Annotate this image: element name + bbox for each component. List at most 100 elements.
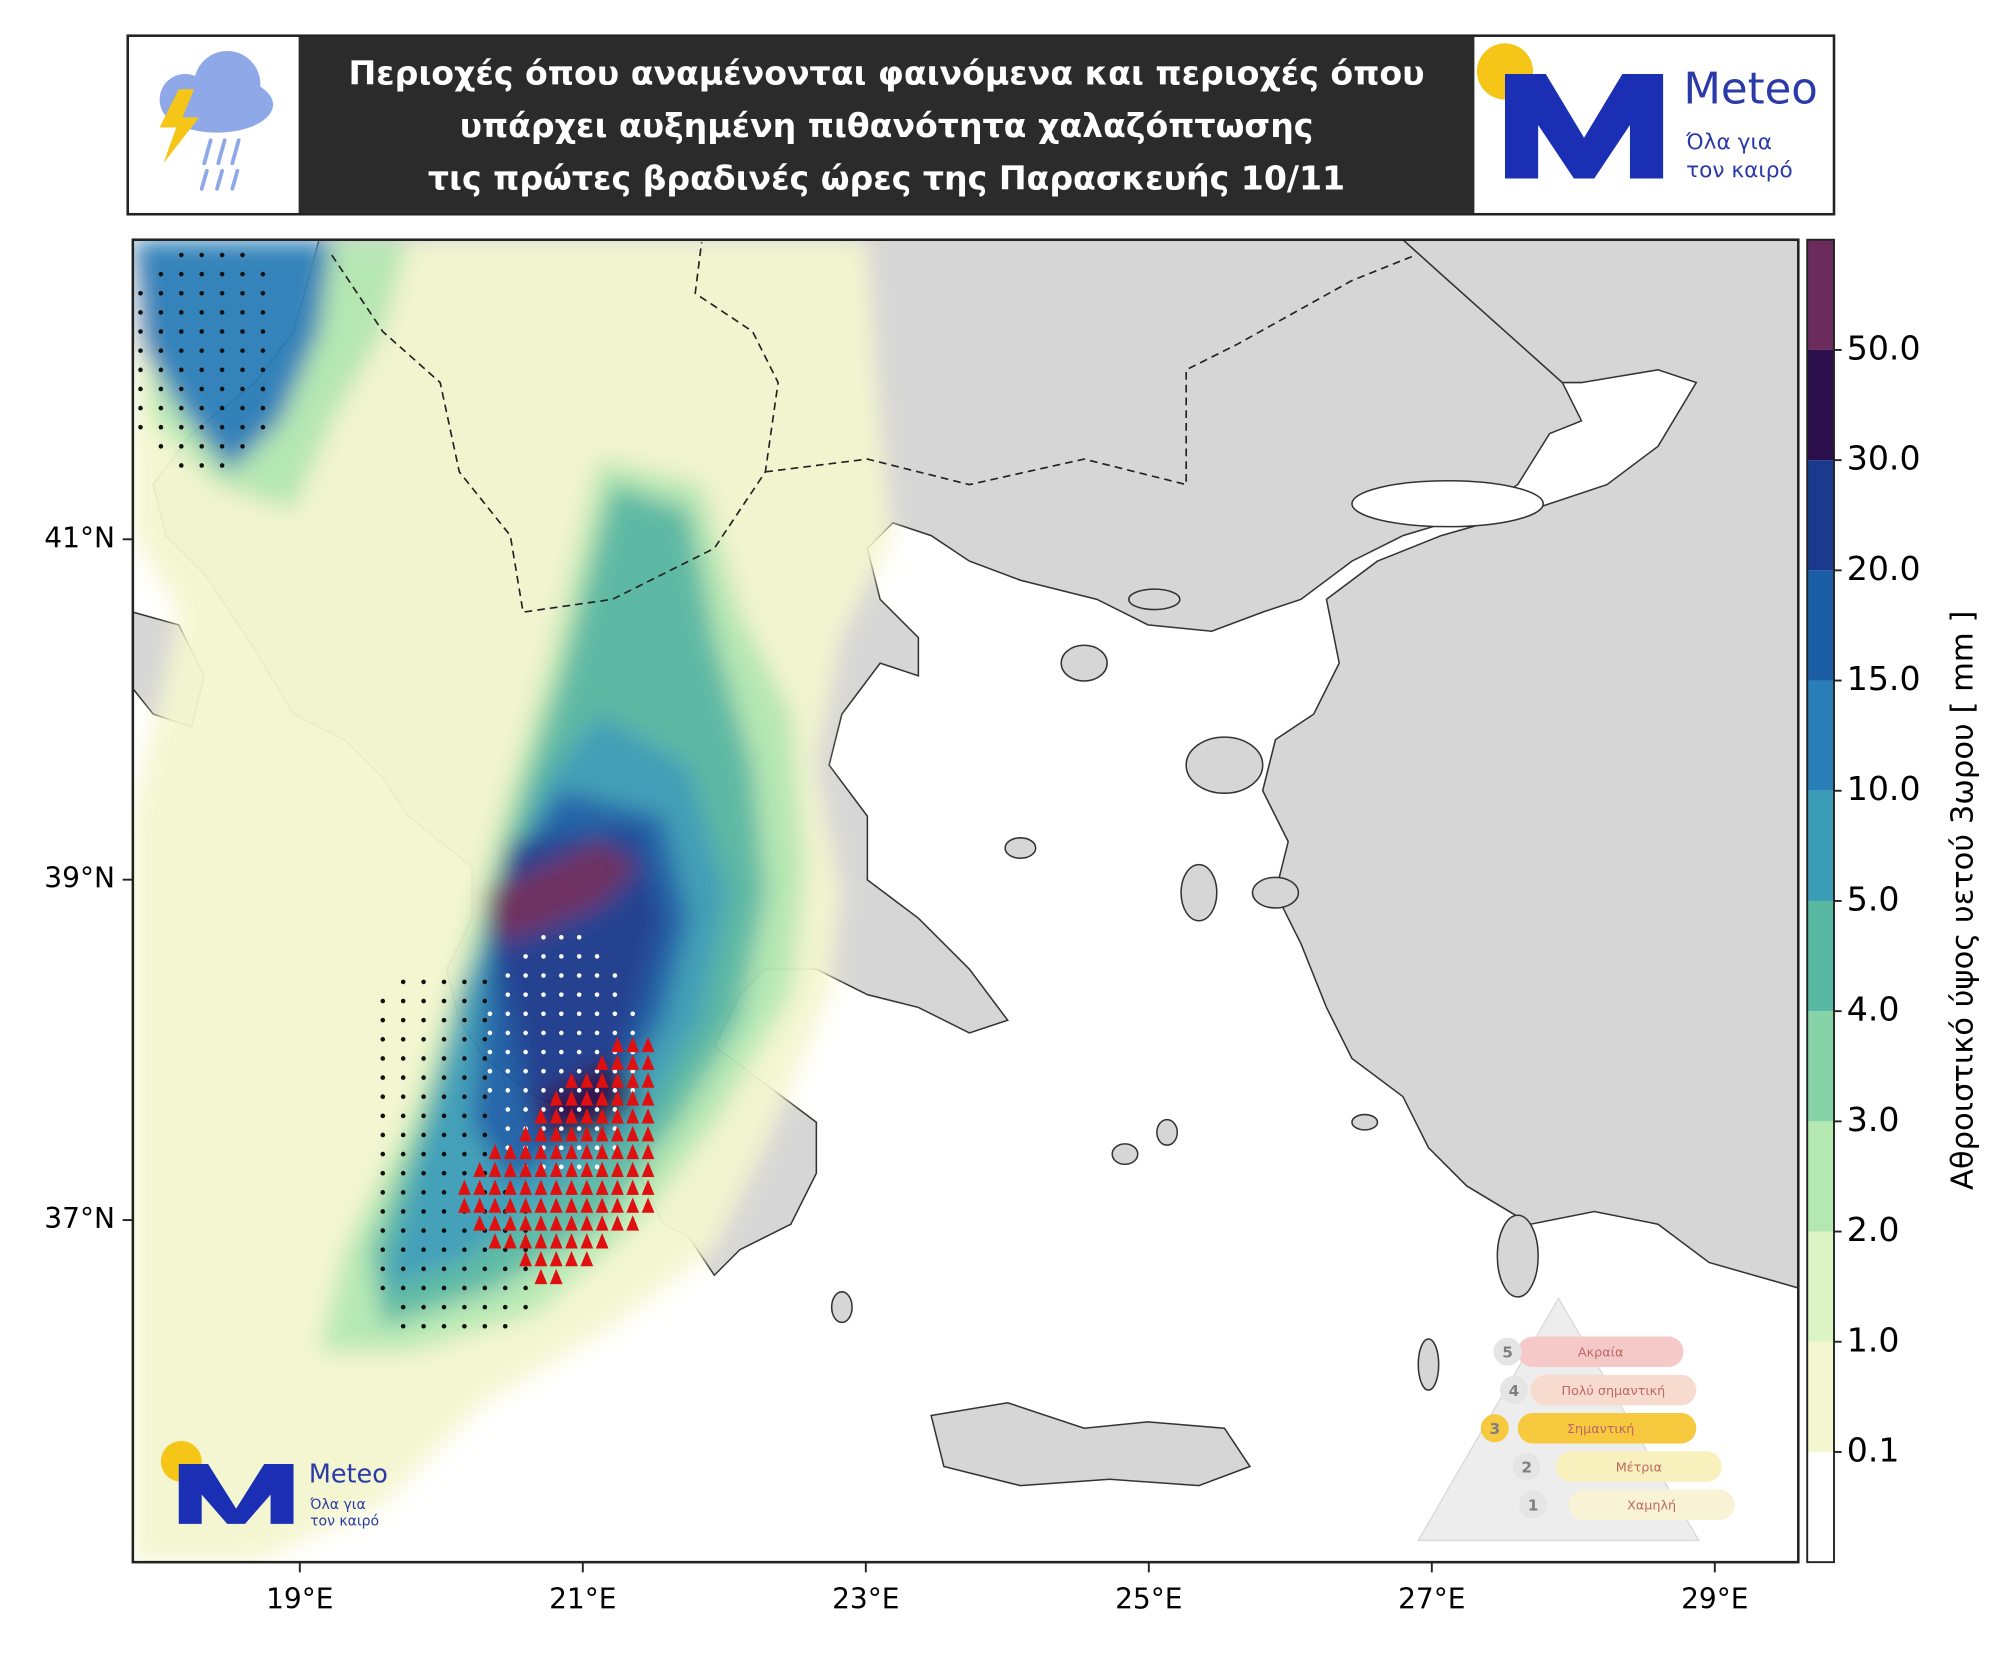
phenomena-dot <box>138 291 143 296</box>
hail-dot <box>541 934 546 940</box>
hail-dot <box>576 954 582 959</box>
hail-dot <box>523 1011 528 1017</box>
phenomena-dot <box>421 1170 426 1176</box>
hail-dot <box>505 1030 511 1036</box>
phenomena-dot <box>421 1285 426 1291</box>
hail-triangle <box>534 1197 548 1213</box>
phenomena-dot <box>138 329 143 334</box>
hail-dot <box>541 992 546 997</box>
hail-triangle <box>641 1054 655 1070</box>
phenomena-dot <box>400 1266 406 1272</box>
phenomena-dot <box>441 1209 447 1214</box>
hail-triangle <box>519 1233 532 1249</box>
phenomena-dot <box>400 1094 406 1099</box>
phenomena-dot <box>523 1266 528 1272</box>
colorbar-bin <box>1807 1341 1834 1452</box>
hail-dot <box>559 1068 564 1074</box>
phenomena-dot <box>219 444 225 449</box>
hail-dot <box>594 1088 600 1093</box>
phenomena-dot <box>523 1304 528 1310</box>
hail-triangle <box>473 1179 487 1195</box>
hail-triangle <box>580 1143 594 1160</box>
phenomena-dot <box>260 310 266 315</box>
phenomena-dot <box>421 1228 426 1233</box>
axes: 19°E 21°E 23°E 25°E 27°E 29°E 37°N 39°N 41°N <box>44 521 1748 1615</box>
phenomena-dot <box>462 1075 467 1080</box>
hail-dot <box>630 1030 636 1036</box>
colorbar-tick-label: 50.0 <box>1847 328 1921 367</box>
risk-number: 2 <box>1521 1458 1532 1476</box>
hail-triangle <box>641 1072 655 1088</box>
hail-triangle <box>534 1143 548 1160</box>
hail-triangle <box>503 1161 517 1178</box>
x-tick-label: 29°E <box>1681 1582 1748 1615</box>
colorbar-tick-label: 4.0 <box>1847 990 1900 1029</box>
hail-dot <box>559 992 564 997</box>
colorbar-tick-label: 5.0 <box>1847 879 1900 918</box>
phenomena-dot <box>199 444 205 449</box>
hail-triangle <box>488 1143 502 1160</box>
colorbar-bin <box>1807 239 1834 350</box>
hail-triangle <box>611 1090 624 1106</box>
phenomena-dot <box>240 252 245 258</box>
phenomena-dot <box>441 1017 447 1023</box>
phenomena-dot <box>179 271 184 277</box>
hail-triangle <box>503 1143 517 1160</box>
colorbar-bin <box>1807 900 1834 1012</box>
phenomena-dot <box>158 329 164 334</box>
phenomena-dot <box>380 1285 386 1291</box>
hail-dot <box>523 954 528 959</box>
hail-triangle <box>458 1179 471 1195</box>
phenomena-dot <box>482 1266 488 1272</box>
colorbar-bin <box>1807 1231 1834 1342</box>
hail-triangle <box>549 1233 563 1249</box>
hail-triangle <box>595 1108 609 1124</box>
hail-triangle <box>611 1179 624 1195</box>
hail-dot <box>505 1088 511 1093</box>
phenomena-dot <box>260 386 266 392</box>
risk-number: 5 <box>1502 1344 1513 1362</box>
phenomena-dot <box>138 367 143 373</box>
risk-badge <box>1499 1375 1528 1405</box>
hail-triangle <box>503 1233 517 1249</box>
risk-badge <box>1480 1414 1509 1443</box>
hail-dot <box>612 973 618 978</box>
phenomena-dot <box>158 424 164 430</box>
phenomena-dot <box>260 329 266 334</box>
hail-dot <box>487 1011 493 1017</box>
phenomena-dot <box>421 1323 426 1329</box>
hail-dot <box>576 1088 582 1093</box>
hail-triangle <box>549 1161 563 1178</box>
phenomena-dot <box>462 1113 467 1119</box>
hail-triangle <box>565 1233 578 1249</box>
hail-triangle <box>549 1179 563 1195</box>
phenomena-dot <box>380 1075 386 1080</box>
hail-dot <box>612 1068 618 1074</box>
phenomena-dot <box>179 310 184 315</box>
hail-triangle <box>626 1197 640 1213</box>
hail-triangle <box>580 1108 594 1124</box>
colorbar-tick-label: 30.0 <box>1847 439 1921 478</box>
phenomena-dot <box>380 998 386 1004</box>
phenomena-dot <box>400 1075 406 1080</box>
hail-triangle <box>641 1036 655 1053</box>
phenomena-dot <box>179 252 184 258</box>
risk-badge <box>1493 1337 1522 1366</box>
hail-dot <box>505 992 511 997</box>
phenomena-dot <box>400 998 406 1004</box>
hail-dot <box>559 1145 564 1151</box>
phenomena-dot <box>219 463 225 468</box>
hail-dot <box>559 1030 564 1036</box>
phenomena-dot <box>441 1151 447 1157</box>
phenomena-dot <box>400 1190 406 1195</box>
colorbar-tick-label: 2.0 <box>1847 1210 1900 1249</box>
phenomena-dot <box>462 1304 467 1310</box>
hail-dot <box>541 973 546 978</box>
phenomena-dot <box>421 1304 426 1310</box>
hail-dot <box>505 1011 511 1017</box>
hail-triangle <box>641 1090 655 1106</box>
hail-dot <box>541 1011 546 1017</box>
risk-bar <box>1517 1412 1697 1444</box>
phenomena-dot <box>380 1190 386 1195</box>
hail-dot <box>541 1088 546 1093</box>
